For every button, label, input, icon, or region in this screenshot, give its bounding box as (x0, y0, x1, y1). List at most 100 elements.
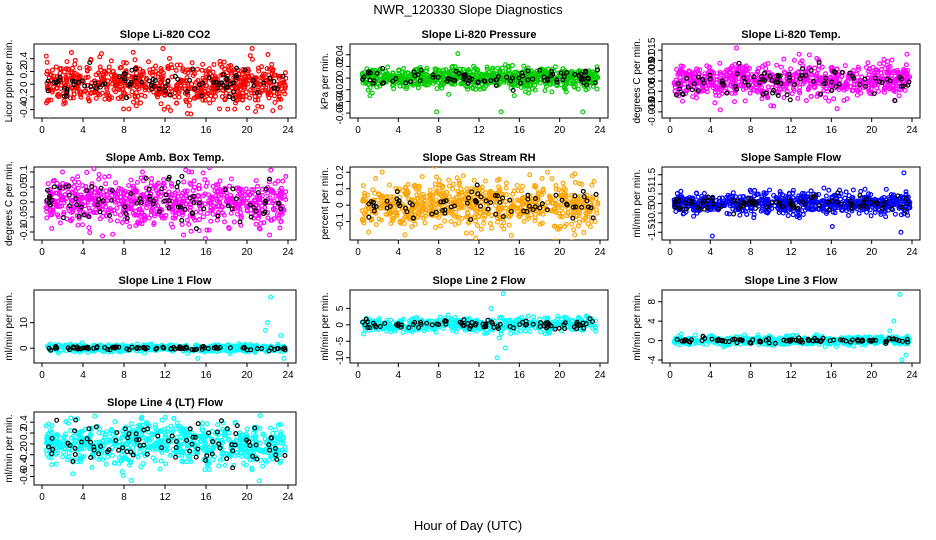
x-tick-label: 4 (80, 247, 86, 258)
data-point (156, 86, 162, 92)
data-point (582, 216, 588, 222)
data-point (210, 97, 216, 103)
data-point (469, 230, 475, 236)
data-point (794, 214, 800, 220)
data-point (156, 209, 162, 215)
y-axis-label: ml/min per min. (632, 169, 643, 237)
data-point (481, 220, 487, 226)
data-point (153, 83, 159, 89)
data-point (396, 73, 402, 79)
y-tick-label: 0 (19, 81, 30, 87)
y-tick-label: 0.5 (647, 187, 658, 201)
data-point (75, 185, 81, 191)
data-point (146, 186, 152, 192)
data-point (171, 200, 177, 206)
data-point (489, 225, 495, 231)
panel-5: Slope Gas Stream RH0 4 8 12 16 20 24-0.100.10.… (320, 152, 609, 258)
data-point (408, 79, 414, 85)
data-point (503, 205, 509, 211)
data-point (748, 189, 754, 195)
data-point (734, 45, 740, 51)
data-point (564, 213, 570, 219)
data-point (448, 204, 454, 210)
data-point (905, 82, 911, 88)
data-point (214, 217, 220, 223)
data-point (572, 193, 578, 199)
data-point (168, 86, 174, 92)
data-point (78, 204, 84, 210)
data-point (85, 74, 91, 80)
data-point (261, 80, 267, 86)
data-point (800, 63, 806, 69)
data-point (759, 96, 765, 102)
data-point (850, 74, 856, 80)
data-point (74, 85, 80, 91)
x-tick-label: 20 (866, 247, 878, 258)
data-point (535, 72, 541, 78)
data-point (808, 67, 814, 73)
y-tick-label: 1 (647, 181, 658, 187)
y-tick-label: -0.005 (647, 77, 658, 106)
data-point (91, 210, 97, 216)
data-point (71, 190, 77, 196)
data-point (239, 213, 245, 219)
x-tick-label: 24 (906, 247, 918, 258)
x-tick-label: 16 (200, 370, 212, 381)
data-point (532, 215, 538, 221)
data-point (904, 51, 910, 57)
data-point (898, 204, 904, 210)
data-point (787, 75, 793, 81)
data-point (122, 78, 128, 84)
data-point (889, 57, 895, 63)
data-point (89, 183, 95, 189)
data-point (427, 202, 433, 208)
data-point (769, 200, 775, 206)
data-point (89, 181, 95, 187)
data-point (402, 232, 408, 238)
data-point (475, 67, 481, 73)
data-point (367, 70, 373, 76)
data-point (255, 103, 261, 109)
data-point (202, 236, 208, 240)
panel-3: Slope Li-820 Temp.0 4 8 12 16 20 24-0.015-0.01… (632, 29, 921, 136)
data-point (421, 215, 427, 221)
data-point (833, 83, 839, 89)
data-point (506, 63, 512, 69)
data-point (518, 211, 524, 217)
data-point (519, 70, 525, 76)
data-point (695, 204, 701, 210)
data-point (84, 65, 90, 71)
data-point (261, 211, 267, 217)
data-point (499, 223, 505, 229)
data-point (51, 184, 57, 190)
data-point (700, 200, 706, 206)
data-point (565, 210, 571, 216)
data-point (114, 205, 120, 211)
data-point (760, 63, 766, 69)
data-point (205, 90, 211, 96)
data-point (80, 183, 86, 189)
data-point (221, 212, 227, 218)
data-point (50, 207, 56, 213)
data-point (887, 78, 893, 84)
data-point (686, 198, 692, 204)
data-point (461, 204, 467, 210)
data-point (389, 216, 395, 222)
data-point (161, 181, 167, 187)
data-point (195, 78, 201, 84)
data-point (392, 204, 398, 210)
y-tick-label: -1 (647, 218, 658, 227)
data-point (823, 193, 829, 199)
data-point (255, 97, 261, 103)
data-point (585, 75, 591, 81)
data-point (556, 70, 562, 76)
data-point (740, 208, 746, 214)
data-point (829, 198, 835, 204)
data-point (469, 186, 475, 192)
data-point (678, 188, 684, 194)
data-point (439, 210, 445, 216)
data-point (121, 71, 127, 77)
data-point (835, 190, 841, 196)
data-point (132, 57, 138, 63)
x-tick-label: 0 (39, 370, 45, 381)
